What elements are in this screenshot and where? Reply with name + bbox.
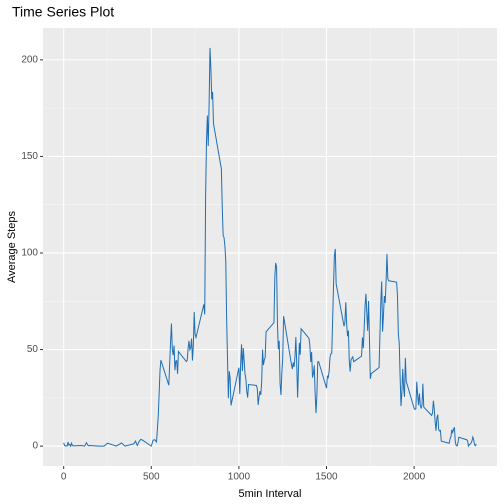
y-tick-label: 50 <box>27 344 39 355</box>
y-tick-label: 100 <box>21 248 38 259</box>
x-tick-label: 2000 <box>403 472 426 483</box>
x-tick-label: 1500 <box>315 472 338 483</box>
line <box>63 47 477 448</box>
y-tick-label: 0 <box>32 441 38 452</box>
y-tick-label: 150 <box>21 151 38 162</box>
plot-panel <box>43 28 497 466</box>
chart-title: Time Series Plot <box>12 4 114 20</box>
y-axis-title: Average Steps <box>6 211 18 283</box>
x-tick-label: 1000 <box>228 472 251 483</box>
x-tick-label: 0 <box>61 472 67 483</box>
y-tick-label: 200 <box>21 55 38 66</box>
x-axis-title: 5min Interval <box>239 488 302 500</box>
x-tick-label: 500 <box>143 472 160 483</box>
